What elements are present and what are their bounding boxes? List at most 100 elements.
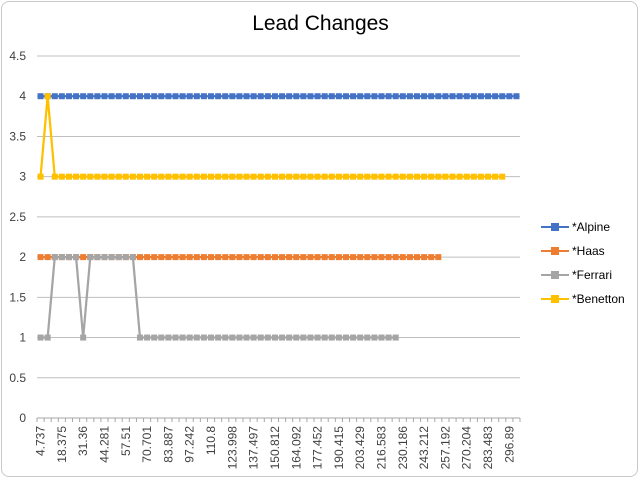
data-point-haas [435,254,442,261]
data-point-ferrari [87,254,94,261]
data-point-benetton [80,173,87,180]
data-point-alpine [399,93,406,100]
legend-label: *Alpine [572,220,611,234]
data-point-alpine [421,93,428,100]
data-point-alpine [37,93,44,100]
data-point-alpine [385,93,392,100]
data-point-benetton [250,173,257,180]
data-point-alpine [371,93,378,100]
data-point-alpine [271,93,278,100]
data-point-benetton [378,173,385,180]
data-point-ferrari [215,334,222,341]
data-point-ferrari [279,334,286,341]
data-point-alpine [108,93,115,100]
data-point-benetton [399,173,406,180]
data-point-haas [165,254,172,261]
data-point-benetton [371,173,378,180]
data-point-haas [328,254,335,261]
x-tick-label: 177.452 [311,426,325,470]
data-point-haas [186,254,193,261]
data-point-benetton [37,173,44,180]
data-point-haas [222,254,229,261]
data-point-benetton [257,173,264,180]
data-point-benetton [385,173,392,180]
data-point-benetton [44,93,51,100]
data-point-benetton [158,173,165,180]
data-point-haas [144,254,151,261]
data-point-benetton [208,173,215,180]
data-point-alpine [463,93,470,100]
data-point-alpine [250,93,257,100]
data-point-ferrari [250,334,257,341]
data-point-ferrari [101,254,108,261]
data-point-ferrari [108,254,115,261]
data-point-alpine [158,93,165,100]
data-point-alpine [229,93,236,100]
data-point-ferrari [371,334,378,341]
x-tick-label: 97.242 [183,426,197,463]
data-point-ferrari [307,334,314,341]
x-tick-label: 44.281 [97,426,111,463]
data-point-haas [158,254,165,261]
legend-label: *Benetton [572,292,625,306]
data-point-ferrari [37,334,44,341]
data-point-haas [378,254,385,261]
data-point-alpine [328,93,335,100]
data-point-benetton [485,173,492,180]
data-point-benetton [357,173,364,180]
legend-marker-ferrari [541,270,569,280]
data-point-haas [151,254,158,261]
x-tick-label: 164.092 [289,426,303,470]
legend-marker-alpine [541,222,569,232]
data-point-alpine [193,93,200,100]
data-point-alpine [129,93,136,100]
data-point-haas [236,254,243,261]
data-point-alpine [314,93,321,100]
y-tick-label: 3 [19,170,26,184]
y-tick-label: 3.5 [9,129,26,143]
data-point-ferrari [94,254,101,261]
y-tick-label: 1.5 [9,290,26,304]
data-point-benetton [470,173,477,180]
data-point-benetton [115,173,122,180]
data-point-alpine [506,93,513,100]
data-point-alpine [215,93,222,100]
data-point-alpine [122,93,129,100]
data-point-alpine [293,93,300,100]
data-point-benetton [58,173,65,180]
data-point-ferrari [385,334,392,341]
data-point-alpine [243,93,250,100]
x-tick-label: 257.192 [438,426,452,470]
x-tick-label: 31.36 [76,426,90,456]
data-point-benetton [335,173,342,180]
x-tick-label: 230.186 [396,426,410,470]
data-point-alpine [428,93,435,100]
data-point-benetton [286,173,293,180]
data-point-ferrari [172,334,179,341]
data-point-alpine [58,93,65,100]
data-point-benetton [215,173,222,180]
data-point-haas [80,254,87,261]
data-point-benetton [151,173,158,180]
data-point-benetton [51,173,58,180]
x-tick-label: 137.497 [247,426,261,470]
legend-marker-haas [541,246,569,256]
x-tick-label: 70.701 [140,426,154,463]
data-point-ferrari [80,334,87,341]
data-point-ferrari [357,334,364,341]
data-point-alpine [73,93,80,100]
data-point-alpine [94,93,101,100]
data-point-haas [179,254,186,261]
data-point-ferrari [236,334,243,341]
data-point-alpine [144,93,151,100]
data-point-haas [200,254,207,261]
data-point-haas [44,254,51,261]
data-point-alpine [87,93,94,100]
legend-item-ferrari: *Ferrari [541,263,625,287]
data-point-alpine [51,93,58,100]
data-point-ferrari [321,334,328,341]
x-tick-label: 57.51 [119,426,133,456]
data-point-ferrari [208,334,215,341]
data-point-benetton [428,173,435,180]
